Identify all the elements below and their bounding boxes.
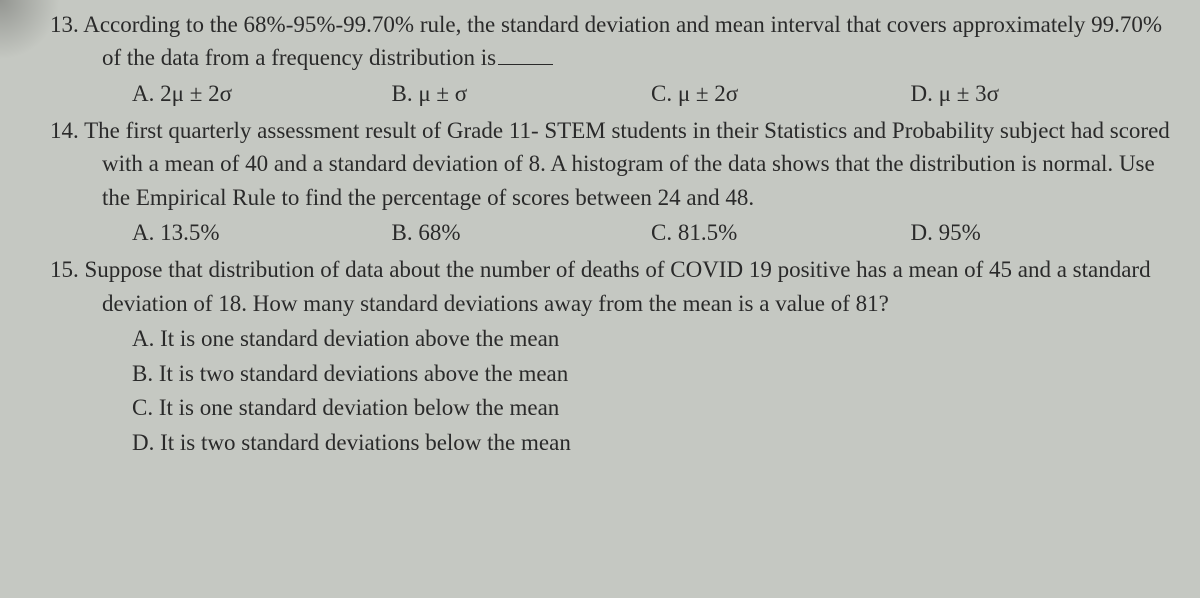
option-d: D. 95%	[911, 216, 1171, 249]
option-c: C. μ ± 2σ	[651, 77, 911, 110]
question-text-line: deviations away from the mean is a value…	[444, 291, 889, 316]
option-c: C. It is one standard deviation below th…	[132, 391, 1170, 426]
option-a: A. 13.5%	[132, 216, 392, 249]
option-d: D. It is two standard deviations below t…	[132, 426, 1170, 461]
question-15-options: A. It is one standard deviation above th…	[50, 322, 1170, 460]
question-text-line: The first quarterly assessment result of…	[84, 118, 758, 143]
question-text-line: According to the 68%-95%-99.70% rule, th…	[83, 12, 765, 37]
question-text-line: Suppose that distribution of data about …	[85, 257, 772, 282]
option-c: C. 81.5%	[651, 216, 911, 249]
option-a: A. 2μ ± 2σ	[132, 77, 392, 110]
question-number: 15.	[50, 257, 79, 282]
question-14-options: A. 13.5% B. 68% C. 81.5% D. 95%	[50, 216, 1170, 249]
option-a: A. It is one standard deviation above th…	[132, 322, 1170, 357]
fill-blank	[498, 64, 553, 65]
question-13-body: 13. According to the 68%-95%-99.70% rule…	[50, 8, 1170, 75]
option-b: B. It is two standard deviations above t…	[132, 357, 1170, 392]
question-text-line: deviation of 8. A histogram of the data …	[412, 151, 1113, 176]
question-number: 14.	[50, 118, 79, 143]
option-b: B. μ ± σ	[392, 77, 652, 110]
question-number: 13.	[50, 12, 79, 37]
option-b: B. 68%	[392, 216, 652, 249]
question-14: 14. The first quarterly assessment resul…	[50, 114, 1170, 249]
question-15: 15. Suppose that distribution of data ab…	[50, 253, 1170, 460]
question-14-body: 14. The first quarterly assessment resul…	[50, 114, 1170, 214]
option-d: D. μ ± 3σ	[911, 77, 1171, 110]
question-text-line: distribution is	[369, 45, 496, 70]
question-13-options: A. 2μ ± 2σ B. μ ± σ C. μ ± 2σ D. μ ± 3σ	[50, 77, 1170, 110]
question-13: 13. According to the 68%-95%-99.70% rule…	[50, 8, 1170, 110]
question-15-body: 15. Suppose that distribution of data ab…	[50, 253, 1170, 320]
